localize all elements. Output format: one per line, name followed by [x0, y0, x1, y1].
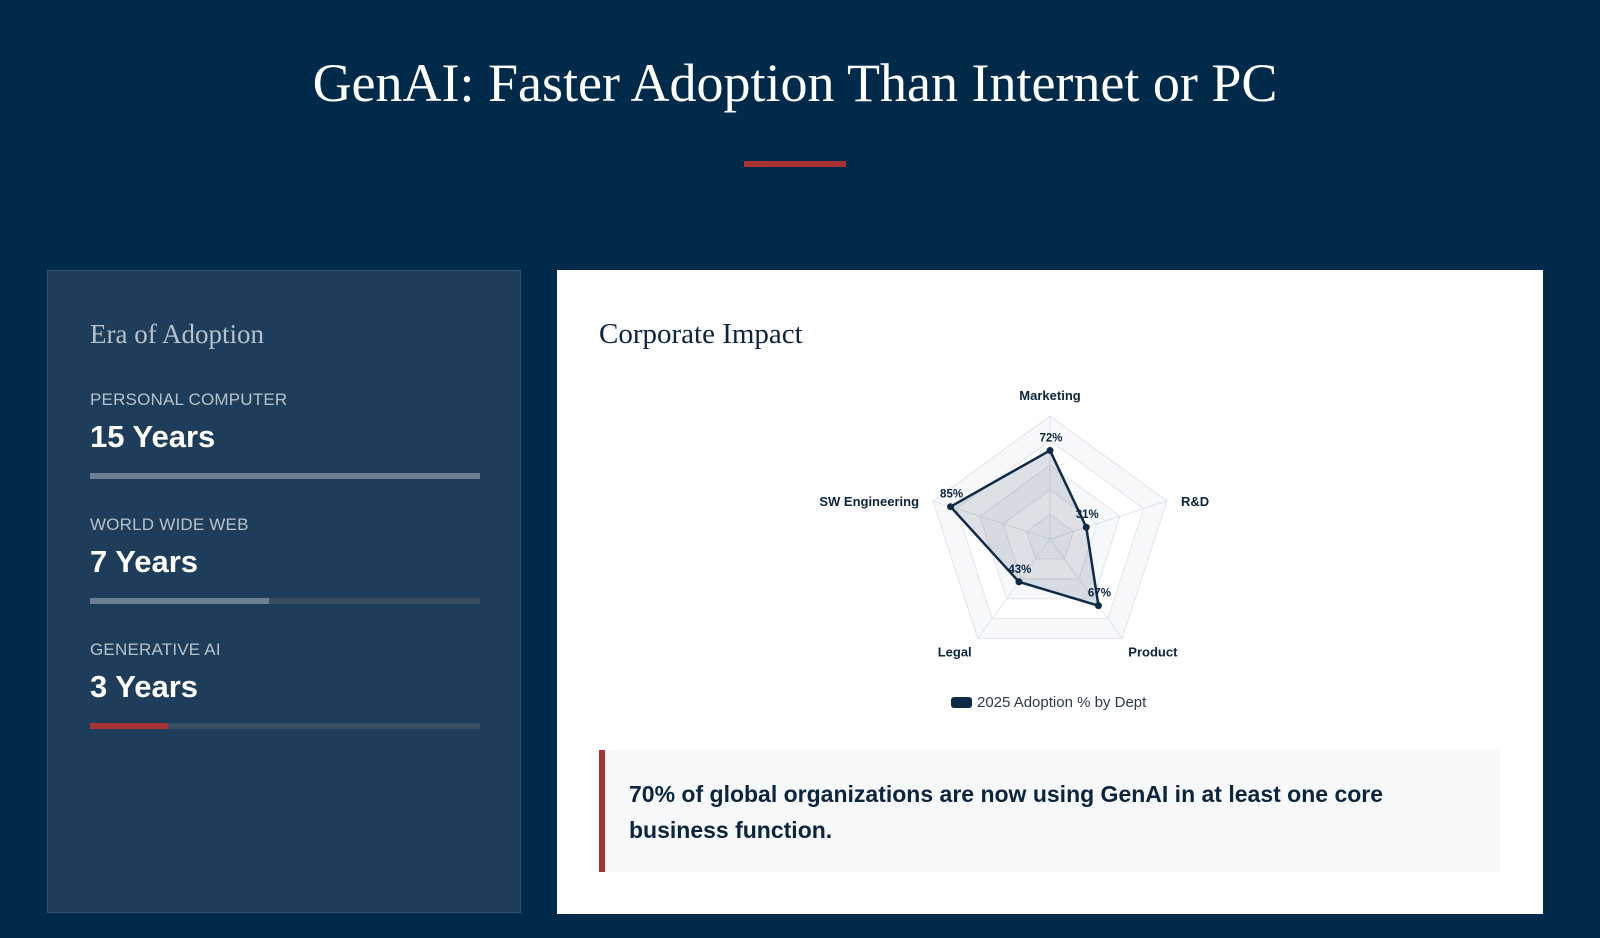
stat-callout: 70% of global organizations are now usin… — [599, 750, 1500, 872]
radar-spoke — [1049, 500, 1168, 540]
chart-legend[interactable]: 2025 Adoption % by Dept — [951, 694, 1146, 711]
era-label: WORLD WIDE WEB — [90, 515, 249, 534]
era-progress-fill — [90, 473, 480, 479]
era-value: 15 Years — [90, 419, 216, 454]
title-underline — [744, 161, 846, 167]
corporate-impact-card: Corporate Impact 72% 31% 67% 43% 85% Marketin… — [557, 270, 1543, 914]
era-of-adoption-card: Era of Adoption PERSONAL COMPUTER 15 Yea… — [47, 270, 521, 913]
era-progress-track — [90, 598, 480, 604]
era-value: 3 Years — [90, 669, 199, 704]
era-progress-track — [90, 473, 480, 479]
era-progress-track — [90, 723, 480, 729]
radar-point — [1082, 523, 1090, 531]
radar-category-label: R&D — [1181, 494, 1209, 509]
radar-value-label: 43% — [1008, 564, 1031, 576]
impact-card-title: Corporate Impact — [599, 318, 803, 350]
era-progress-fill — [90, 723, 168, 729]
era-label: GENERATIVE AI — [90, 640, 221, 659]
era-item-generative-ai: GENERATIVE AI 3 Years — [90, 640, 480, 705]
radar-category-label: Marketing — [1019, 388, 1080, 403]
era-progress-fill — [90, 598, 270, 604]
era-value: 7 Years — [90, 544, 199, 579]
radar-point — [1046, 446, 1054, 454]
radar-category-label: Product — [1128, 645, 1178, 660]
radar-point — [947, 503, 955, 511]
radar-point — [1015, 578, 1023, 586]
era-card-title: Era of Adoption — [90, 319, 264, 349]
radar-series-area — [949, 449, 1100, 607]
page-title: GenAI: Faster Adoption Than Internet or … — [312, 53, 1278, 113]
era-item-personal-computer: PERSONAL COMPUTER 15 Years — [90, 390, 480, 455]
radar-spoke — [977, 538, 1051, 639]
radar-category-label: SW Engineering — [819, 494, 919, 509]
radar-value-label: 31% — [1076, 509, 1099, 521]
radar-value-label: 72% — [1039, 432, 1062, 444]
era-label: PERSONAL COMPUTER — [90, 390, 288, 409]
legend-swatch — [951, 697, 972, 708]
radar-value-label: 85% — [940, 489, 963, 501]
radar-spoke — [1049, 538, 1123, 639]
radar-category-label: Legal — [938, 645, 972, 660]
radar-value-label: 67% — [1088, 588, 1111, 600]
legend-label: 2025 Adoption % by Dept — [977, 694, 1147, 711]
radar-point — [1094, 602, 1102, 610]
radar-chart: 72% 31% 67% 43% 85% Marketing R&D Product Legal S… — [819, 388, 1209, 660]
era-item-world-wide-web: WORLD WIDE WEB 7 Years — [90, 515, 480, 580]
